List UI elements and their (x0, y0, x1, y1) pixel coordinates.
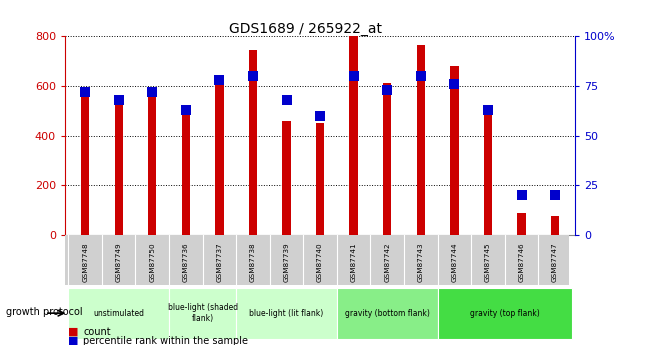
Bar (169, 288, 236, 339)
Text: GSM87749: GSM87749 (116, 243, 122, 282)
Bar (417, 45, 425, 235)
Text: GSM87740: GSM87740 (317, 243, 323, 282)
Text: blue-light (lit flank): blue-light (lit flank) (250, 309, 324, 318)
Bar (236, 288, 337, 339)
Bar (282, 121, 291, 235)
Text: gravity (bottom flank): gravity (bottom flank) (345, 309, 430, 318)
Text: GSM87736: GSM87736 (183, 243, 189, 282)
Text: ■: ■ (68, 336, 79, 345)
Text: gravity (top flank): gravity (top flank) (470, 309, 540, 318)
Text: GSM87742: GSM87742 (384, 243, 390, 282)
Text: GSM87739: GSM87739 (283, 243, 289, 282)
Bar (249, 50, 257, 235)
Text: GSM87746: GSM87746 (519, 243, 525, 282)
Bar (383, 83, 391, 235)
Text: GSM87743: GSM87743 (418, 243, 424, 282)
Text: count: count (83, 327, 111, 337)
Bar (181, 111, 190, 235)
Bar (517, 213, 526, 235)
Bar (450, 66, 459, 235)
Text: GSM87738: GSM87738 (250, 243, 256, 282)
Bar (148, 96, 157, 235)
Text: blue-light (shaded
flank): blue-light (shaded flank) (168, 304, 238, 323)
Text: GDS1689 / 265922_at: GDS1689 / 265922_at (229, 22, 382, 37)
Text: percentile rank within the sample: percentile rank within the sample (83, 336, 248, 345)
Bar (484, 112, 492, 235)
Bar (316, 123, 324, 235)
Text: unstimulated: unstimulated (93, 309, 144, 318)
Bar (68, 288, 169, 339)
Text: GSM87745: GSM87745 (485, 243, 491, 282)
Bar (337, 288, 437, 339)
Bar (114, 100, 123, 235)
Bar (350, 36, 358, 235)
Text: ■: ■ (68, 327, 79, 337)
Text: growth protocol: growth protocol (6, 307, 83, 317)
Text: GSM87744: GSM87744 (451, 243, 458, 282)
Text: GSM87741: GSM87741 (351, 243, 357, 282)
Bar (215, 81, 224, 235)
Text: GSM87748: GSM87748 (82, 243, 88, 282)
Text: GSM87747: GSM87747 (552, 243, 558, 282)
Bar (81, 93, 89, 235)
Text: GSM87737: GSM87737 (216, 243, 222, 282)
Bar (437, 288, 572, 339)
Bar (551, 216, 559, 235)
Text: GSM87750: GSM87750 (150, 243, 155, 282)
